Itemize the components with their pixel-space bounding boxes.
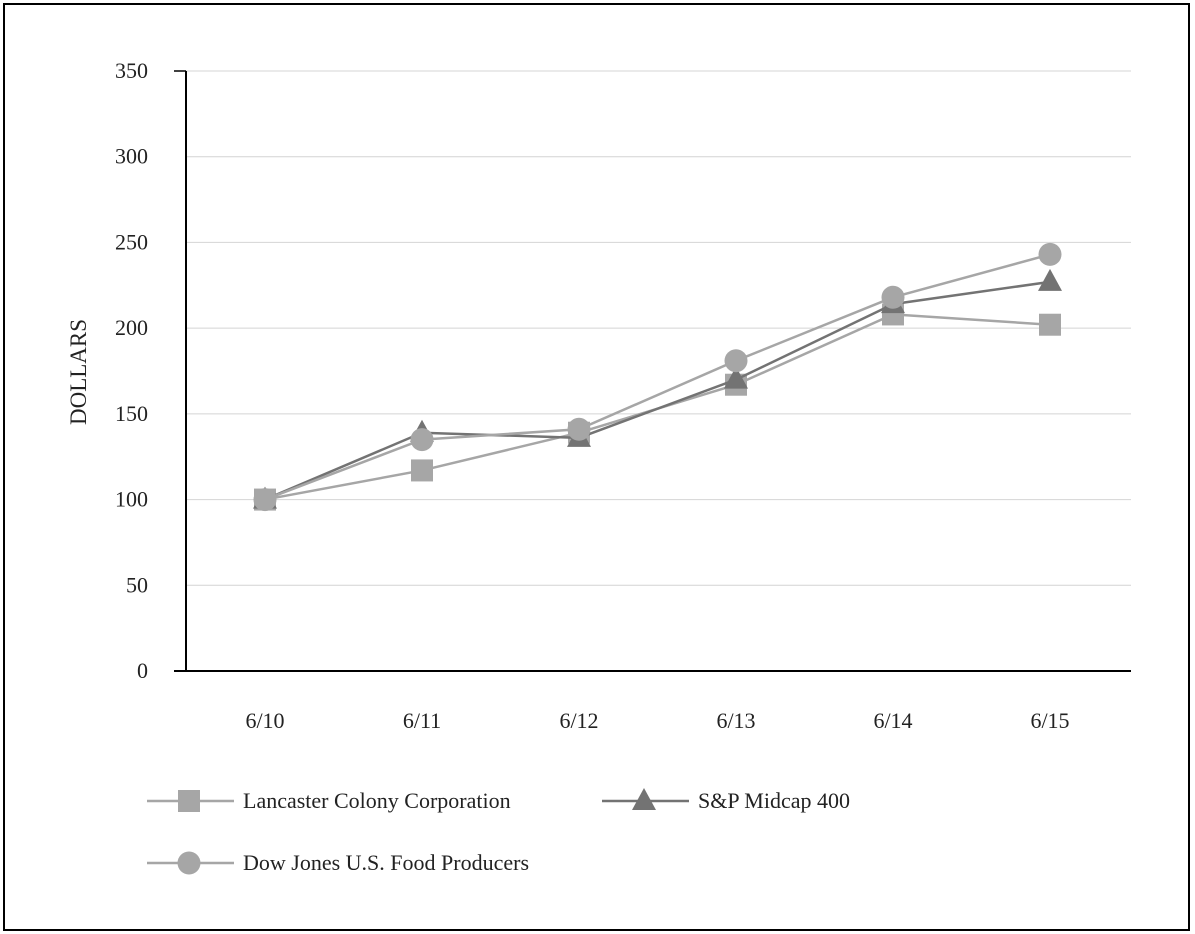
data-point-triangle <box>724 366 748 389</box>
data-point-circle <box>253 488 277 512</box>
y-axis-title: DOLLARS <box>66 319 91 425</box>
x-tick-label: 6/14 <box>873 708 912 733</box>
x-tick-label: 6/13 <box>716 708 755 733</box>
series-square <box>254 303 1061 511</box>
y-tick-label: 50 <box>126 572 148 597</box>
y-tick-label: 100 <box>115 487 148 512</box>
data-point-square <box>411 459 433 482</box>
series-line <box>264 280 1051 501</box>
y-tick-labels: 0 50 100 150 200 250 300 350 <box>115 58 148 683</box>
chart-frame <box>3 3 1190 931</box>
data-point-circle <box>881 285 905 309</box>
legend-item: Lancaster Colony Corporation <box>147 788 511 813</box>
legend-label: S&P Midcap 400 <box>698 788 850 813</box>
axes <box>174 70 1131 672</box>
data-point-circle <box>1038 242 1062 266</box>
data-point-circle <box>724 349 748 373</box>
legend-item: S&P Midcap 400 <box>602 788 850 813</box>
data-point-square <box>1039 313 1061 336</box>
legend-marker-triangle <box>632 788 656 810</box>
data-point-triangle <box>1038 268 1062 291</box>
y-tick-label: 300 <box>115 144 148 169</box>
series-group <box>253 242 1062 512</box>
legend-marker-circle <box>177 851 201 875</box>
y-tick-label: 150 <box>115 401 148 426</box>
legend-marker-square <box>178 790 200 812</box>
y-tick-label: 200 <box>115 315 148 340</box>
legend-item: Dow Jones U.S. Food Producers <box>147 850 529 875</box>
data-point-circle <box>410 428 434 452</box>
x-tick-labels: 6/10 6/11 6/12 6/13 6/14 6/15 <box>245 708 1069 733</box>
legend: Lancaster Colony Corporation S&P Midcap 4… <box>147 788 850 875</box>
data-point-circle <box>567 417 591 441</box>
series-circle <box>253 242 1062 512</box>
series-triangle <box>253 268 1062 509</box>
series-line <box>264 313 1051 501</box>
legend-label: Lancaster Colony Corporation <box>243 788 511 813</box>
x-tick-label: 6/15 <box>1030 708 1069 733</box>
x-tick-label: 6/11 <box>403 708 441 733</box>
x-tick-label: 6/12 <box>559 708 598 733</box>
y-tick-label: 350 <box>115 58 148 83</box>
series-line <box>264 253 1051 501</box>
legend-label: Dow Jones U.S. Food Producers <box>243 850 529 875</box>
x-tick-label: 6/10 <box>245 708 284 733</box>
y-tick-label: 250 <box>115 229 148 254</box>
gridlines <box>186 70 1131 586</box>
y-tick-label: 0 <box>137 658 148 683</box>
